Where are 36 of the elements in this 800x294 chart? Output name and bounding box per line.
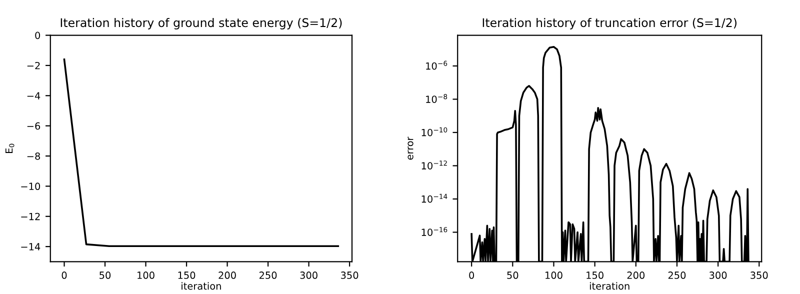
y-tick-label: −4 [27,92,40,100]
x-tick-label: 250 [668,272,686,279]
x-tick-label: 250 [259,272,277,279]
x-tick-label: 350 [750,272,768,279]
x-tick-label: 0 [62,272,67,279]
y-tick-label: −12 [21,212,40,220]
y-tick-label: −14 [21,243,40,250]
x-tick-label: 0 [469,272,474,279]
x-tick-label: 150 [586,272,604,279]
y-tick-label: 0 [35,32,40,40]
chart-title: Iteration history of truncation error (S=1/2) [482,18,736,30]
y-tick-label: 10$^{−6}$ [426,60,448,70]
y-tick-label: 10$^{−10}$ [422,127,448,136]
y-tick-label: 10$^{−12}$ [422,160,447,170]
chart-title: Iteration history of ground state energy (S=1/2) [60,18,342,30]
y-tick-label: −10 [21,182,40,190]
y-axis-title: error [408,136,414,160]
x-tick-label: 200 [627,272,645,279]
y-tick-label: 10$^{−8}$ [426,94,448,103]
x-tick-label: 50 [507,272,518,279]
x-tick-label: 100 [546,272,562,279]
y-tick-label: −2 [27,62,40,70]
x-tick-label: 300 [710,272,727,279]
y-tick-label: −8 [27,152,40,160]
x-axis-title: iteration [590,282,630,290]
y-tick-label: 10$^{−14}$ [422,194,448,203]
y-axis-title: E$_{0}$ [5,144,14,153]
x-axis-title: iteration [182,282,221,290]
x-tick-label: 50 [100,272,111,279]
y-tick-label: −6 [27,122,40,130]
x-tick-label: 350 [341,272,358,279]
x-tick-label: 300 [300,272,318,279]
x-tick-label: 200 [218,272,236,279]
x-tick-label: 100 [138,272,154,279]
x-tick-label: 150 [178,272,196,279]
y-tick-label: 10$^{−16}$ [422,227,448,236]
